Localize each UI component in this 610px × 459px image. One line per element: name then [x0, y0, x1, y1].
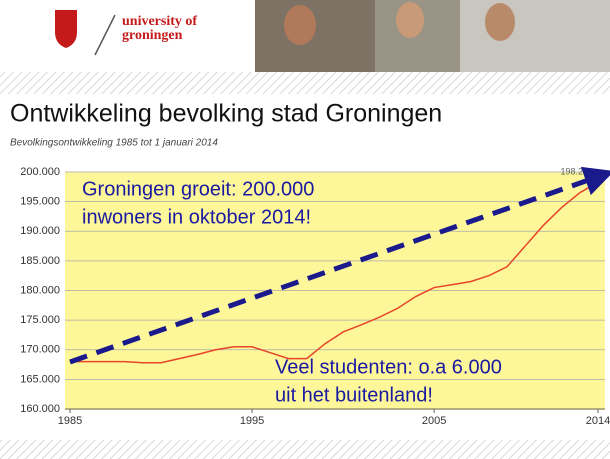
y-tick-label: 190.000: [20, 225, 60, 237]
y-tick-label: 195.000: [20, 196, 60, 208]
annotation: Veel studenten: o.a 6.000: [275, 356, 502, 378]
x-tick-label: 1985: [58, 415, 82, 427]
x-tick-label: 2014: [586, 415, 610, 427]
logo-text: university of: [122, 14, 197, 29]
hatch-band: [0, 72, 610, 94]
x-tick-label: 1995: [240, 415, 264, 427]
x-tick-label: 2005: [422, 415, 446, 427]
y-tick-label: 175.000: [20, 314, 60, 326]
annotation: uit het buitenland!: [275, 384, 433, 406]
y-tick-label: 180.000: [20, 284, 60, 296]
y-tick-label: 160.000: [20, 403, 60, 415]
y-tick-label: 170.000: [20, 344, 60, 356]
logo-text: groningen: [122, 28, 183, 43]
y-tick-label: 200.000: [20, 166, 60, 178]
annotation: inwoners in oktober 2014!: [82, 206, 311, 228]
chart-subtitle: Bevolkingsontwikkeling 1985 tot 1 januar…: [10, 138, 218, 149]
chart-title: Ontwikkeling bevolking stad Groningen: [10, 100, 442, 128]
y-tick-label: 185.000: [20, 255, 60, 267]
y-tick-label: 165.000: [20, 373, 60, 385]
hatch-band: [0, 440, 610, 459]
slide: university of groningen Ontwikkeling bev…: [0, 0, 610, 459]
value-label: 198.281: [560, 167, 593, 177]
photo: [255, 0, 610, 72]
annotation: Groningen groeit: 200.000: [82, 178, 314, 200]
